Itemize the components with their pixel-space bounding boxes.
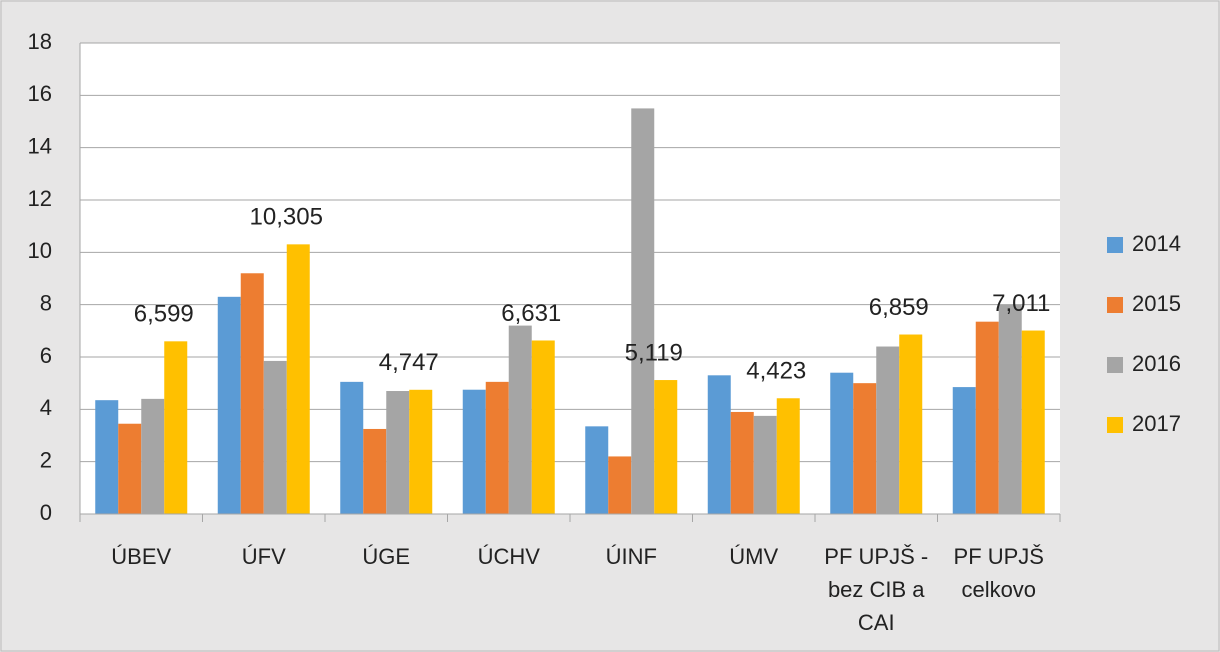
bar bbox=[654, 380, 678, 514]
x-tick-label: ÚGE bbox=[362, 544, 411, 569]
y-tick-label: 18 bbox=[28, 29, 52, 54]
bar bbox=[462, 389, 486, 514]
x-tick-label: ÚMV bbox=[729, 544, 779, 569]
bar bbox=[286, 244, 310, 515]
bar bbox=[141, 398, 165, 514]
y-tick-label: 0 bbox=[40, 500, 52, 525]
data-label: 5,119 bbox=[625, 339, 683, 366]
legend-swatch bbox=[1107, 237, 1123, 253]
data-label: 6,631 bbox=[501, 300, 561, 327]
legend-label: 2015 bbox=[1132, 291, 1181, 316]
x-tick-label: PF UPJŠ celkovo bbox=[953, 544, 1044, 602]
bar bbox=[753, 415, 777, 514]
data-label: 7,011 bbox=[992, 290, 1050, 317]
bar bbox=[508, 325, 532, 514]
x-tick-label: ÚCHV bbox=[477, 544, 540, 569]
bar bbox=[707, 375, 731, 514]
data-label: 10,305 bbox=[250, 204, 323, 231]
x-tick-label: PF UPJŠ - bez CIB a CAI bbox=[824, 544, 929, 635]
bar bbox=[608, 456, 632, 514]
x-tick-label: ÚBEV bbox=[111, 544, 172, 569]
bar bbox=[240, 273, 264, 514]
bar bbox=[164, 341, 188, 514]
bar bbox=[531, 340, 555, 514]
bar bbox=[363, 428, 387, 514]
bar bbox=[217, 296, 241, 514]
y-tick-label: 8 bbox=[40, 290, 52, 315]
bar bbox=[585, 426, 609, 514]
legend-label: 2017 bbox=[1132, 411, 1181, 436]
legend-swatch bbox=[1107, 297, 1123, 313]
bar bbox=[830, 372, 854, 514]
legend-swatch bbox=[1107, 417, 1123, 433]
bar bbox=[386, 391, 410, 514]
bar bbox=[998, 304, 1022, 514]
bar bbox=[975, 321, 999, 514]
bar bbox=[776, 398, 800, 514]
legend-swatch bbox=[1107, 357, 1123, 373]
y-tick-label: 4 bbox=[40, 395, 52, 420]
data-label: 6,859 bbox=[869, 294, 929, 321]
bar bbox=[1021, 330, 1045, 514]
bar bbox=[853, 383, 877, 514]
bar bbox=[118, 423, 142, 514]
bar bbox=[876, 346, 900, 514]
x-tick-label: ÚINF bbox=[605, 544, 657, 569]
bar bbox=[730, 411, 754, 514]
legend-label: 2016 bbox=[1132, 351, 1181, 376]
bar bbox=[899, 334, 923, 514]
data-label: 4,747 bbox=[379, 349, 439, 376]
data-label: 4,423 bbox=[746, 358, 806, 385]
bar bbox=[95, 400, 119, 514]
bar bbox=[263, 360, 287, 514]
y-tick-label: 16 bbox=[28, 81, 52, 106]
bar bbox=[952, 387, 976, 514]
bar bbox=[409, 389, 433, 514]
y-tick-label: 14 bbox=[28, 133, 52, 158]
y-tick-label: 12 bbox=[28, 186, 52, 211]
y-tick-label: 2 bbox=[40, 447, 52, 472]
data-label: 6,599 bbox=[134, 301, 194, 328]
x-tick-label: ÚFV bbox=[241, 544, 286, 569]
y-tick-label: 6 bbox=[40, 343, 52, 368]
bar bbox=[631, 108, 655, 515]
legend-label: 2014 bbox=[1132, 231, 1181, 256]
bar bbox=[340, 381, 364, 514]
bar bbox=[485, 381, 509, 514]
y-tick-label: 10 bbox=[28, 238, 52, 263]
